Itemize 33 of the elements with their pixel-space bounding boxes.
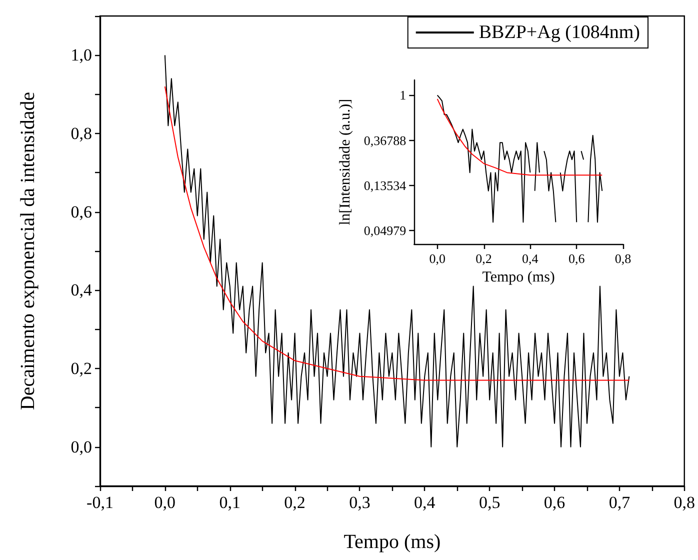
x-tick-label: 0,8 [614, 251, 632, 266]
y-tick-label: 0,4 [70, 280, 92, 300]
y-axis-title: Decaimento exponencial da intensidade [17, 92, 39, 410]
x-tick-label: 0,4 [522, 251, 539, 266]
y-tick-label: 0,8 [70, 124, 92, 143]
x-tick-label: -0,1 [86, 493, 114, 512]
x-tick-label: 0,3 [349, 493, 370, 512]
x-tick-label: 0,6 [544, 493, 566, 512]
y-tick-label: 0,13534 [364, 178, 407, 193]
x-tick-label: 0,8 [674, 493, 695, 512]
y-tick-label: 0,0 [70, 437, 92, 456]
line-series [436, 98, 603, 176]
x-tick-label: 0,0 [429, 251, 446, 266]
x-tick-label: 0,2 [284, 493, 306, 512]
x-tick-label: 0,0 [154, 493, 176, 512]
line-series [164, 86, 630, 381]
x-axis-title: Tempo (ms) [482, 269, 555, 286]
legend-label: BBZP+Ag (1084nm) [478, 22, 640, 43]
x-tick-label: 0,4 [414, 493, 436, 512]
x-tick-label: 0,6 [568, 251, 586, 266]
line-series [164, 54, 630, 448]
x-axis-title: Tempo (ms) [344, 531, 441, 553]
y-tick-label: 1,0 [70, 46, 92, 65]
y-axis-title: ln[Intensidade (a.u.)] [338, 98, 354, 226]
y-tick-label: 0,6 [70, 202, 92, 222]
x-tick-label: 0,2 [476, 251, 492, 266]
y-tick-label: 1 [400, 88, 406, 103]
y-tick-label: 0,2 [70, 359, 92, 378]
x-tick-label: 0,5 [478, 493, 500, 512]
y-tick-label: 0,36788 [364, 132, 406, 148]
x-tick-label: 0,7 [608, 493, 631, 512]
x-tick-label: 0,1 [219, 493, 240, 512]
y-tick-label: 0,04979 [364, 223, 406, 238]
